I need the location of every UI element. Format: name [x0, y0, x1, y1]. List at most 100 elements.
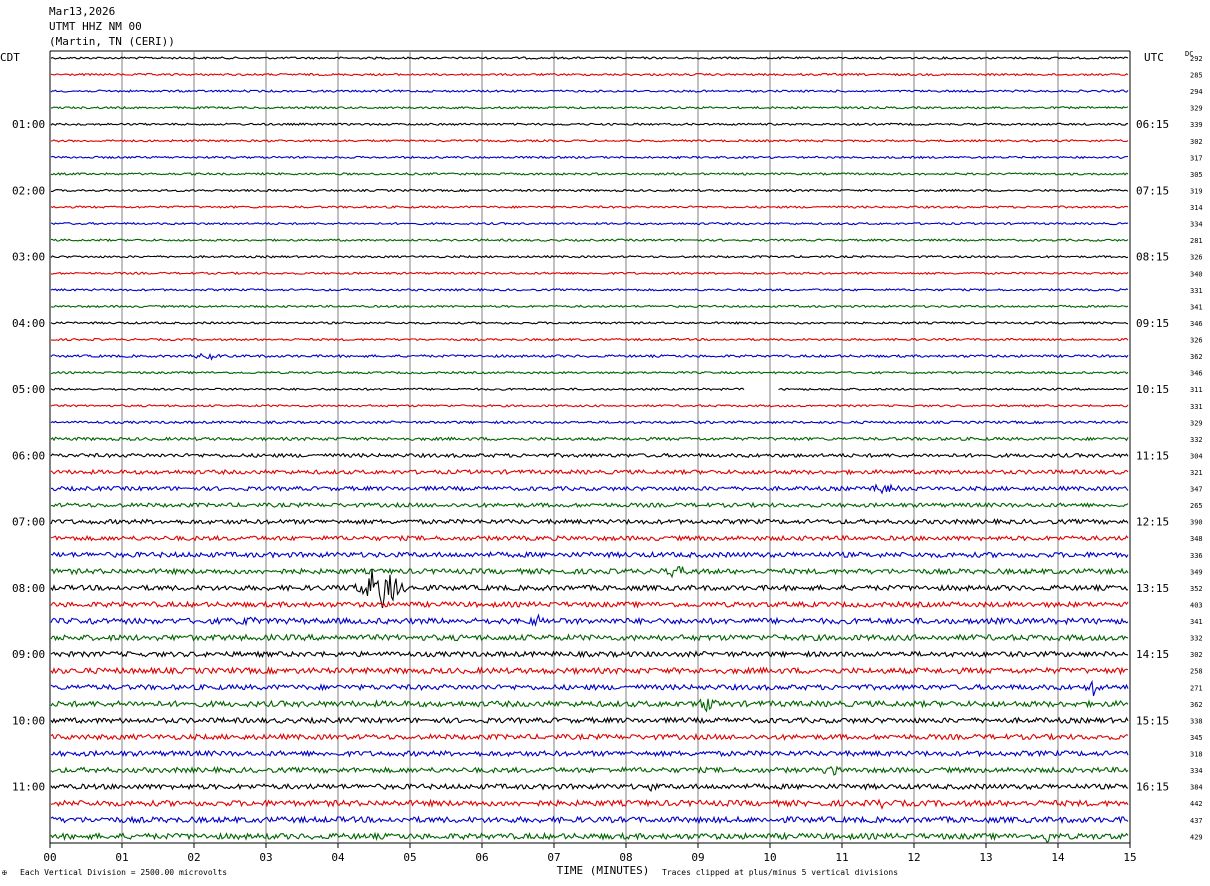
dc-offset-label: 362 [1190, 701, 1203, 709]
dc-offset-label: 314 [1190, 204, 1203, 212]
trace-25 [50, 468, 1129, 476]
trace-29 [50, 534, 1129, 542]
dc-offset-label: 348 [1190, 535, 1203, 543]
dc-offset-label: 281 [1190, 237, 1203, 245]
x-tick-label: 13 [979, 851, 992, 864]
left-hour-label: 07:00 [12, 516, 45, 529]
trace-38 [50, 679, 1129, 697]
x-tick-label: 10 [763, 851, 776, 864]
trace-31 [50, 565, 1129, 579]
x-tick-label: 06 [475, 851, 488, 864]
right-hour-label: 11:15 [1136, 449, 1169, 462]
x-tick-label: 00 [43, 851, 56, 864]
right-hour-label: 06:15 [1136, 118, 1169, 131]
x-tick-label: 07 [547, 851, 560, 864]
left-hour-label: 04:00 [12, 317, 45, 330]
trace-45 [50, 798, 1129, 810]
header-date: Mar13,2026 [49, 5, 116, 18]
trace-37 [50, 666, 1129, 676]
dc-offset-label: 271 [1190, 684, 1203, 692]
x-axis-title: TIME (MINUTES) [557, 864, 650, 877]
left-hour-label: 02:00 [12, 184, 45, 197]
header-location: (Martin, TN (CERI)) [49, 35, 175, 48]
dc-offset-label: 362 [1190, 353, 1203, 361]
dc-offset-label: 403 [1190, 601, 1203, 609]
trace-10 [50, 221, 1129, 226]
trace-26 [50, 483, 1129, 495]
dc-title: DC [1185, 50, 1193, 58]
trace-14 [50, 287, 1129, 292]
x-tick-label: 09 [691, 851, 704, 864]
dc-offset-label: 332 [1190, 436, 1203, 444]
dc-offset-label: 329 [1190, 419, 1203, 427]
right-hour-label: 07:15 [1136, 184, 1169, 197]
left-hour-label: 10:00 [12, 714, 45, 727]
trace-42 [50, 749, 1129, 758]
dc-offset-label: 319 [1190, 187, 1203, 195]
x-tick-label: 04 [331, 851, 345, 864]
right-hour-label: 14:15 [1136, 648, 1169, 661]
dc-offset-label: 311 [1190, 386, 1203, 394]
dc-offset-label: 329 [1190, 105, 1203, 113]
x-tick-label: 08 [619, 851, 632, 864]
x-tick-label: 03 [259, 851, 272, 864]
axis-labels: CDT UTC DC 01:00 02:00 03:00 04:00 05:00 06:00 07… [0, 50, 1203, 877]
trace-35 [50, 633, 1129, 643]
dc-offset-label: 346 [1190, 370, 1203, 378]
minute-gridlines [49, 50, 1131, 844]
dc-offset-label: 352 [1190, 585, 1203, 593]
dc-offset-label: 292 [1190, 55, 1203, 63]
left-hour-label: 08:00 [12, 582, 45, 595]
trace-1 [50, 72, 1129, 77]
x-tick-label: 12 [907, 851, 920, 864]
trace-46 [50, 815, 1129, 825]
right-hour-label: 12:15 [1136, 516, 1169, 529]
corner-mark: ✠ [2, 868, 7, 877]
dc-offset-label: 345 [1190, 734, 1203, 742]
dc-offset-label: 347 [1190, 486, 1203, 494]
scale-note: Each Vertical Division = 2500.00 microvo… [20, 868, 228, 877]
dc-offset-label: 331 [1190, 403, 1203, 411]
left-hour-label: 11:00 [12, 781, 45, 794]
x-tick-label: 01 [115, 851, 128, 864]
trace-16 [50, 321, 1129, 325]
right-hour-label: 09:15 [1136, 317, 1169, 330]
dc-offset-label: 332 [1190, 635, 1203, 643]
right-hour-label: 13:15 [1136, 582, 1169, 595]
dc-offset-label: 304 [1190, 452, 1203, 460]
dc-offset-label: 258 [1190, 668, 1203, 676]
dc-offset-label: 442 [1190, 800, 1203, 808]
header-station: UTMT HHZ NM 00 [49, 20, 142, 33]
right-hour-label: 08:15 [1136, 251, 1169, 264]
x-tick-label: 11 [835, 851, 848, 864]
dc-offset-label: 390 [1190, 519, 1203, 527]
x-tick-label: 15 [1123, 851, 1136, 864]
trace-24 [50, 452, 1129, 459]
dc-offset-label: 341 [1190, 618, 1203, 626]
trace-21 [50, 403, 1129, 408]
x-tick-label: 14 [1051, 851, 1065, 864]
trace-8 [50, 188, 1129, 193]
right-axis-title: UTC [1144, 51, 1164, 64]
dc-offset-label: 302 [1190, 651, 1203, 659]
left-hour-label: 06:00 [12, 449, 45, 462]
left-hour-label: 05:00 [12, 383, 45, 396]
trace-5 [50, 139, 1129, 143]
trace-32 [50, 569, 1128, 609]
left-axis-title: CDT [0, 51, 20, 64]
dc-offset-label: 326 [1190, 337, 1203, 345]
trace-47 [50, 831, 1129, 844]
dc-offset-label: 321 [1190, 469, 1203, 477]
trace-15 [50, 304, 1129, 309]
dc-offset-label: 349 [1190, 568, 1203, 576]
trace-0 [50, 56, 1129, 60]
trace-36 [50, 650, 1129, 659]
dc-offset-label: 317 [1190, 154, 1203, 162]
trace-23 [50, 436, 1129, 442]
clip-note: Traces clipped at plus/minus 5 vertical … [662, 868, 899, 877]
dc-offset-label: 334 [1190, 221, 1203, 229]
trace-43 [50, 765, 1129, 776]
trace-18 [50, 352, 1129, 361]
dc-offset-label: 384 [1190, 784, 1203, 792]
